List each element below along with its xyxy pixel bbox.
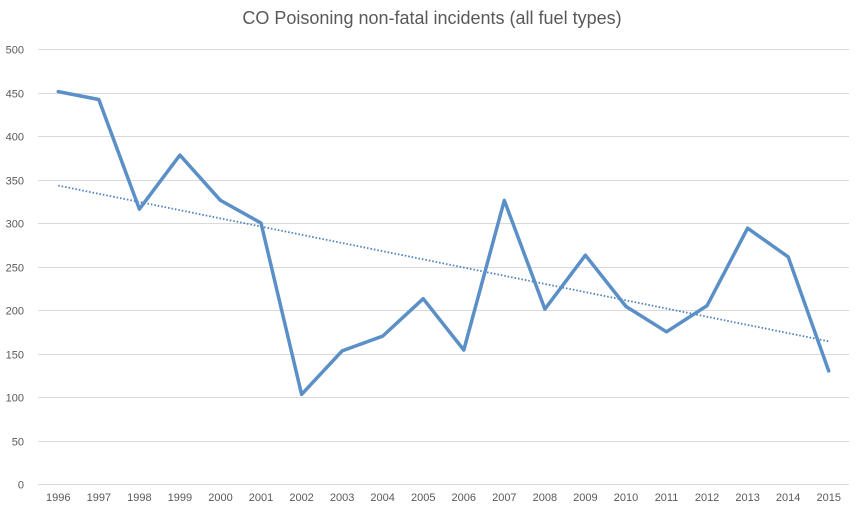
y-tick-label: 500 — [6, 45, 24, 57]
y-axis-ticks: 0 50 100 150 200 250 300 350 400 450 500 — [6, 45, 24, 492]
x-tick-label: 2014 — [776, 492, 800, 504]
data-point — [746, 226, 750, 230]
gridlines — [38, 49, 849, 485]
data-point — [502, 198, 506, 202]
data-point — [827, 369, 831, 373]
x-tick-label: 2005 — [411, 492, 435, 504]
data-point — [259, 221, 263, 225]
data-point — [462, 348, 466, 352]
data-point — [421, 297, 425, 301]
x-tick-label: 2000 — [208, 492, 232, 504]
y-tick-label: 250 — [6, 263, 24, 275]
y-tick-label: 450 — [6, 89, 24, 101]
data-point — [178, 153, 182, 157]
x-tick-label: 1997 — [87, 492, 111, 504]
x-tick-label: 2015 — [816, 492, 840, 504]
data-point — [543, 307, 547, 311]
data-point — [786, 255, 790, 259]
x-tick-label: 2001 — [249, 492, 273, 504]
x-tick-label: 2008 — [533, 492, 557, 504]
x-tick-label: 1996 — [46, 492, 70, 504]
x-tick-label: 2007 — [492, 492, 516, 504]
x-tick-label: 1999 — [168, 492, 192, 504]
x-tick-label: 2004 — [370, 492, 394, 504]
data-point — [381, 334, 385, 338]
x-tick-label: 2002 — [289, 492, 313, 504]
data-point — [583, 253, 587, 257]
x-tick-label: 1998 — [127, 492, 151, 504]
y-tick-label: 400 — [6, 132, 24, 144]
data-point — [56, 90, 60, 94]
x-tick-label: 2009 — [573, 492, 597, 504]
x-tick-label: 2003 — [330, 492, 354, 504]
data-point — [218, 198, 222, 202]
x-tick-label: 2010 — [614, 492, 638, 504]
data-point — [300, 392, 304, 396]
x-tick-label: 2012 — [695, 492, 719, 504]
trendline-group — [58, 184, 829, 343]
y-tick-label: 150 — [6, 350, 24, 362]
y-tick-label: 350 — [6, 176, 24, 188]
chart-title: CO Poisoning non-fatal incidents (all fu… — [242, 8, 622, 28]
data-point — [665, 330, 669, 334]
data-point — [340, 349, 344, 353]
x-tick-label: 2013 — [735, 492, 759, 504]
y-tick-label: 100 — [6, 393, 24, 405]
y-tick-label: 200 — [6, 306, 24, 318]
y-tick-label: 50 — [12, 437, 24, 449]
x-tick-label: 2006 — [452, 492, 476, 504]
y-tick-label: 300 — [6, 219, 24, 231]
x-tick-label: 2011 — [655, 492, 679, 504]
data-point — [137, 207, 141, 211]
data-point — [705, 304, 709, 308]
trendline — [58, 184, 829, 343]
x-axis-ticks: 1996 1997 1998 1999 2000 2001 2002 2003 2004 2005… — [46, 492, 841, 504]
series-line-0 — [56, 89, 831, 397]
data-point — [624, 305, 628, 309]
data-point — [97, 97, 101, 101]
y-tick-label: 0 — [18, 480, 24, 492]
series-group — [56, 89, 831, 397]
